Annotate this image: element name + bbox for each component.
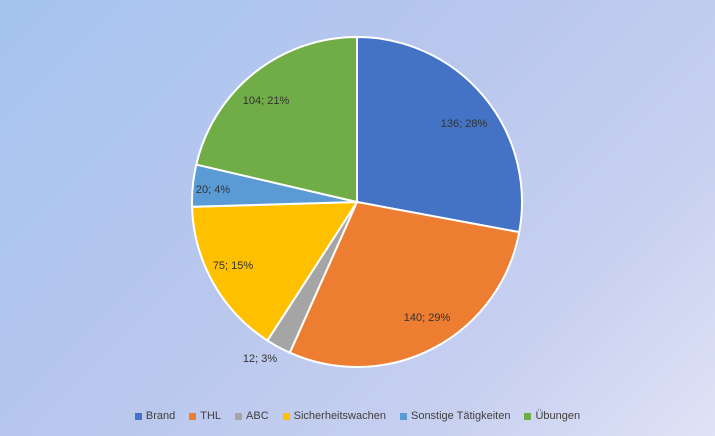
pie-slice-sicherheitswachen	[191, 200, 359, 342]
legend-label: Sonstige Tätigkeiten	[410, 410, 511, 422]
data-label: 104; 21%	[243, 95, 290, 107]
pie-slice-brand	[356, 35, 523, 234]
data-label: 75; 15%	[213, 260, 254, 272]
legend-swatch	[189, 412, 197, 420]
legend-item: Sicherheitswachen	[282, 410, 386, 422]
data-label: 140; 29%	[404, 312, 451, 324]
legend-item: ABC	[235, 410, 269, 422]
legend-swatch	[134, 412, 142, 420]
legend-item: Brand	[134, 410, 176, 422]
legend-swatch	[282, 412, 290, 420]
legend-item: THL	[189, 410, 221, 422]
legend-label: Brand	[145, 410, 176, 422]
data-label: 12; 3%	[243, 353, 277, 365]
legend-label: ABC	[246, 410, 269, 422]
legend-label: Sicherheitswachen	[293, 410, 386, 422]
legend-item: Sonstige Tätigkeiten	[399, 410, 511, 422]
legend-item: Übungen	[524, 410, 580, 422]
legend-swatch	[524, 412, 532, 420]
legend-label: Übungen	[535, 410, 581, 422]
legend-label: THL	[200, 410, 222, 422]
legend-swatch	[399, 412, 407, 420]
legend-swatch	[235, 412, 243, 420]
legend: Brand THL ABC Sicherheitswachen Sonstige Tät…	[0, 410, 715, 422]
pie-slice-thl	[288, 200, 521, 368]
pie-slice-übungen	[195, 35, 358, 204]
data-label: 136; 28%	[441, 118, 488, 130]
data-label: 20; 4%	[196, 184, 230, 196]
